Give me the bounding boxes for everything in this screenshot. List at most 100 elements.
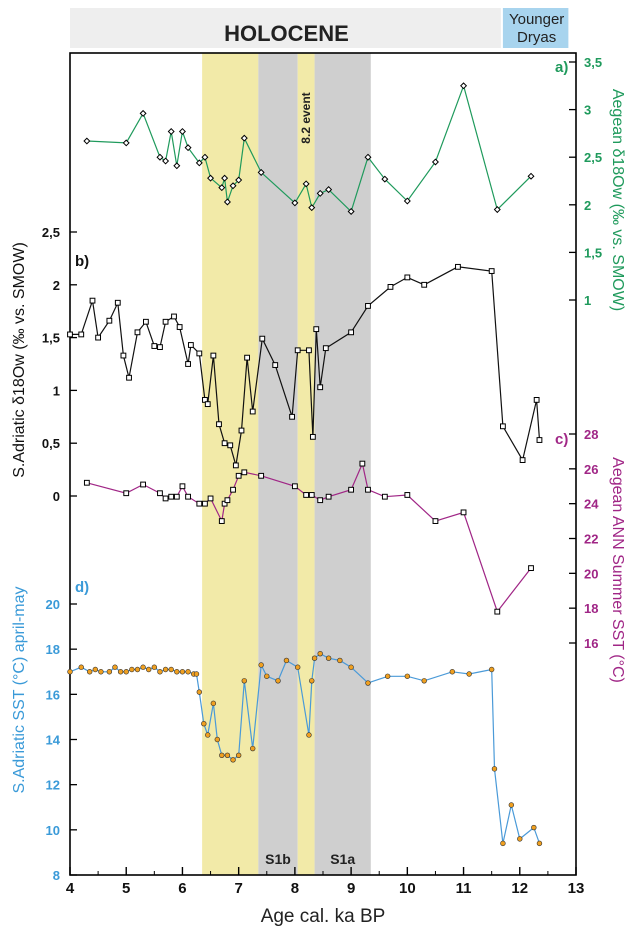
data-point [112, 664, 118, 670]
data-point [168, 666, 174, 673]
data-point [139, 109, 147, 117]
shaded-band [202, 53, 259, 875]
y-tick-label: 18 [584, 601, 598, 616]
axis-title-b: S.Adriatic δ18Ow (‰ vs. SMOW) [11, 242, 28, 478]
data-point [162, 318, 169, 325]
panel-label-d: d) [75, 579, 89, 596]
data-point [157, 490, 163, 497]
data-point [244, 354, 250, 361]
x-tick-label: 12 [511, 880, 528, 897]
data-point [210, 700, 217, 707]
y-tick-label: 20 [46, 597, 60, 612]
data-point [403, 197, 411, 205]
data-point [249, 408, 256, 415]
data-point [224, 497, 231, 504]
data-point [78, 664, 84, 670]
data-point [240, 134, 248, 142]
y-tick-label: 0 [53, 489, 60, 504]
data-point [95, 334, 102, 341]
data-point [151, 343, 158, 349]
data-point [122, 139, 130, 147]
data-point [86, 669, 93, 675]
data-point [216, 421, 222, 428]
data-point [536, 437, 543, 443]
data-point [123, 669, 129, 675]
data-point [83, 479, 90, 486]
data-point [241, 678, 247, 684]
data-point [106, 317, 113, 324]
shaded-bands: S1b 8.2 event S1a [202, 53, 371, 875]
data-point [494, 608, 501, 615]
data-point [146, 666, 152, 673]
data-point [230, 486, 236, 493]
data-point [316, 189, 324, 197]
data-point [151, 664, 158, 670]
data-point [306, 347, 312, 354]
data-point [235, 752, 242, 759]
y-tick-label: 22 [584, 532, 598, 547]
data-point [283, 657, 290, 664]
data-point [317, 497, 324, 504]
data-point [185, 493, 191, 500]
data-point [365, 486, 371, 493]
data-point [207, 495, 214, 502]
data-point [466, 671, 472, 677]
data-point [302, 180, 310, 188]
data-point [359, 460, 366, 467]
data-point [325, 186, 333, 194]
y-tick-label: 0,5 [42, 436, 60, 451]
y-tick-label: 3,5 [584, 55, 602, 70]
series-line [86, 83, 532, 213]
data-point [500, 423, 506, 430]
data-point [143, 318, 149, 325]
data-point [291, 199, 299, 207]
band-label: S1b [265, 851, 291, 867]
data-point [134, 329, 141, 336]
data-point [258, 472, 265, 479]
period-bar [502, 8, 569, 48]
data-point [207, 174, 215, 182]
data-point [235, 472, 242, 479]
data-point [488, 666, 495, 673]
data-point [500, 840, 506, 847]
data-point [157, 669, 163, 675]
data-point [140, 664, 146, 670]
y-tick-label: 2 [53, 278, 60, 293]
y-tick-label: 28 [584, 427, 598, 442]
data-point [89, 297, 96, 304]
series-lines [67, 82, 543, 847]
data-point [162, 495, 169, 502]
data-point [126, 374, 132, 381]
data-point [322, 345, 329, 352]
data-point [196, 350, 203, 357]
data-point [156, 153, 164, 161]
data-point [123, 490, 130, 497]
panel-label-c: c) [555, 431, 568, 448]
data-point [347, 207, 355, 215]
y-tick-label: 16 [584, 636, 598, 651]
data-point [193, 671, 200, 677]
data-point [106, 669, 113, 675]
data-point [309, 433, 316, 440]
band-label: 8.2 event [299, 92, 313, 143]
data-point [219, 752, 225, 759]
x-tick-label: 4 [66, 880, 75, 897]
data-point [174, 669, 180, 675]
period-label-line: Dryas [517, 29, 556, 46]
y-tick-label: 26 [584, 462, 598, 477]
data-point [218, 518, 225, 524]
shaded-band [258, 53, 298, 875]
y-tick-label: 2,5 [42, 225, 60, 240]
data-point [364, 153, 372, 161]
data-point [167, 127, 175, 136]
data-point [171, 313, 177, 320]
data-point [178, 127, 186, 136]
data-point [257, 168, 265, 176]
data-point [536, 840, 543, 847]
data-point [67, 331, 73, 338]
y-tick-label: 12 [46, 778, 60, 793]
data-point [218, 184, 226, 192]
data-point [173, 162, 181, 170]
